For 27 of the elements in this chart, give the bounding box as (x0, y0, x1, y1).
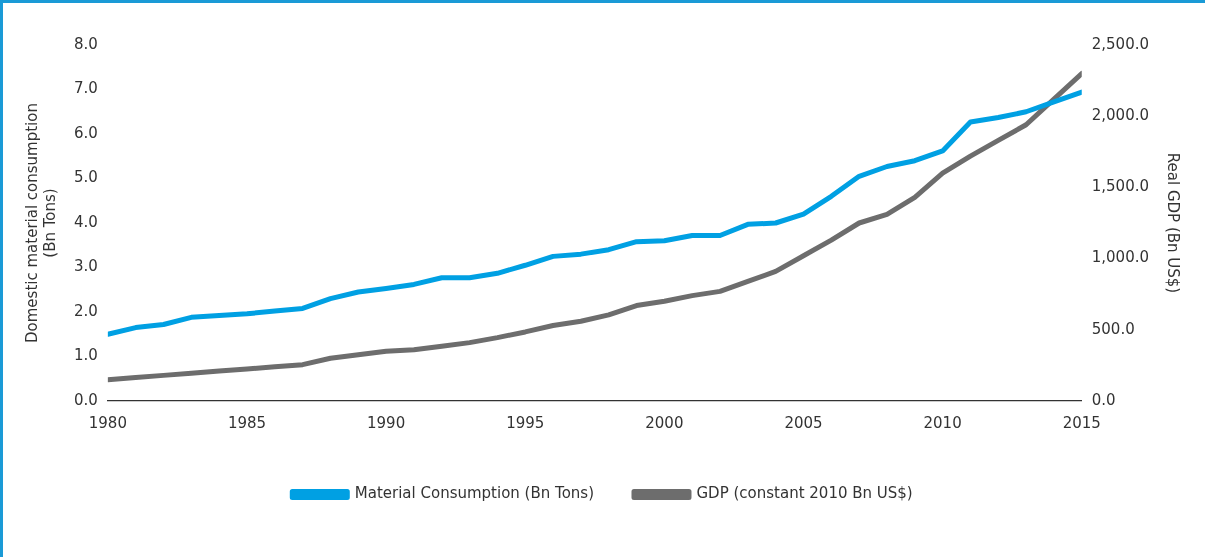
y-tick-label: 6.0 (74, 123, 98, 142)
y2-tick-label: 2,500.0 (1091, 34, 1150, 53)
x-tick-label: 1980 (88, 413, 127, 432)
y-axis-title: Domestic material consumption (Bn Tons) (22, 103, 59, 343)
x-tick-label: 2005 (784, 413, 823, 432)
x-tick-label: 2000 (645, 413, 684, 432)
y-tick-label: 4.0 (74, 212, 98, 231)
y2-tick-label: 1,500.0 (1091, 177, 1150, 196)
legend-label: GDP (constant 2010 Bn US$) (696, 484, 913, 503)
x-tick-label: 1990 (367, 413, 406, 432)
y2-tick-label: 0.0 (1091, 390, 1116, 409)
x-tick-label: 1995 (506, 413, 545, 432)
y-tick-label: 8.0 (74, 34, 98, 53)
y-tick-label: 7.0 (74, 79, 98, 98)
y-tick-label: 3.0 (74, 257, 98, 276)
legend-label: Material Consumption (Bn Tons) (354, 484, 594, 503)
x-tick-label: 2010 (923, 413, 962, 432)
y2-tick-label: 500.0 (1091, 319, 1135, 338)
x-tick-label: 2015 (1062, 413, 1101, 432)
x-tick-label: 1985 (227, 413, 267, 432)
y-tick-label: 1.0 (74, 346, 98, 365)
y2-axis-title: Real GDP (Bn US$) (1164, 152, 1183, 294)
y-tick-label: 5.0 (74, 168, 98, 187)
y2-tick-label: 1,000.0 (1091, 248, 1150, 267)
y-tick-label: 0.0 (74, 390, 98, 409)
y2-tick-label: 2,000.0 (1091, 106, 1150, 125)
y-tick-label: 2.0 (74, 301, 98, 320)
